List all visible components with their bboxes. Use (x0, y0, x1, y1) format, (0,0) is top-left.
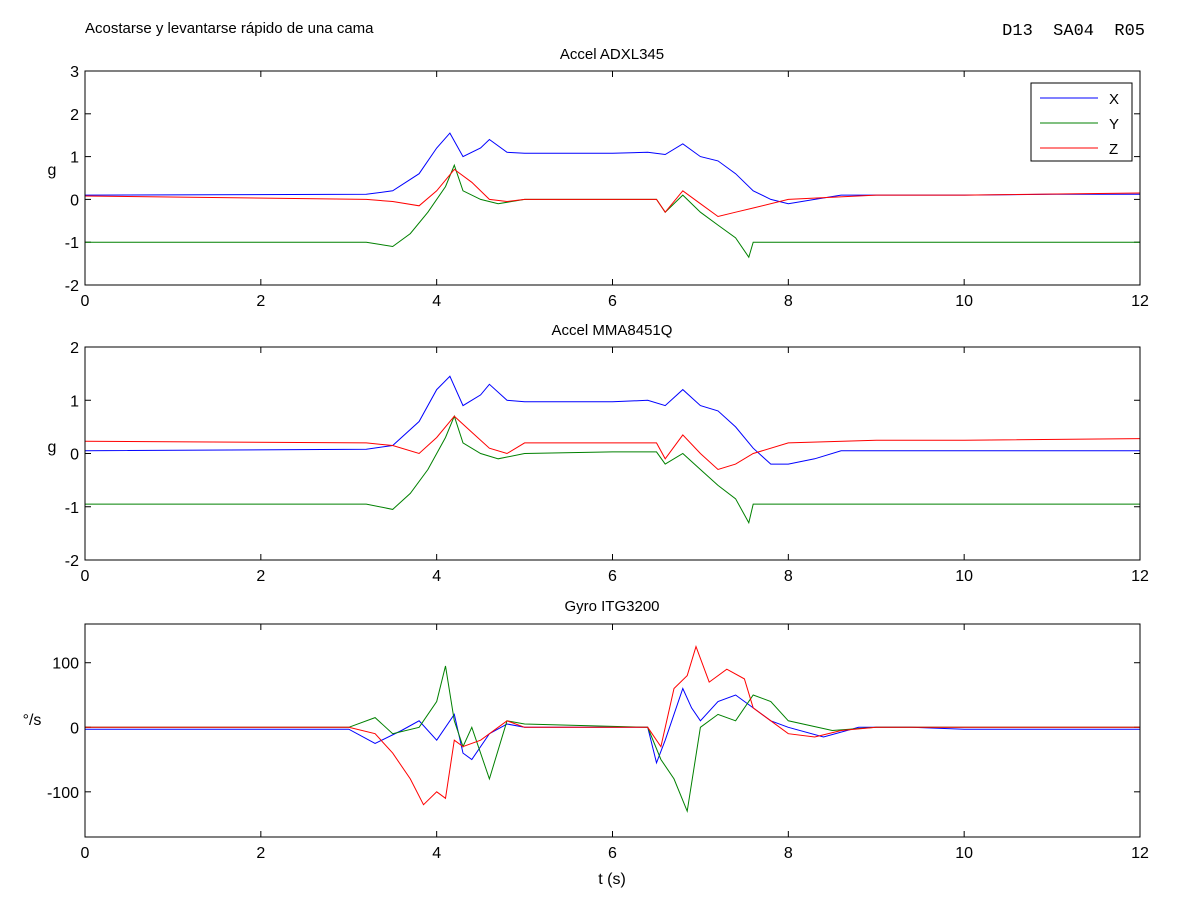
y-tick-label: 2 (70, 107, 79, 124)
y-tick-label: 100 (52, 656, 79, 673)
x-tick-label: 12 (1131, 293, 1149, 310)
x-tick-label: 8 (784, 568, 793, 585)
y-tick-label: -2 (65, 278, 79, 295)
x-tick-label: 6 (608, 845, 617, 862)
legend: X Y Z (1030, 82, 1133, 162)
y-tick-label: 2 (70, 340, 79, 357)
series-line-x (84, 375, 1140, 465)
y-axis-label: g (48, 439, 57, 456)
y-tick-label: -1 (65, 235, 79, 252)
x-tick-label: 6 (608, 293, 617, 310)
plot-frame (84, 623, 1141, 838)
y-tick-label: -100 (47, 785, 79, 802)
x-tick-label: 12 (1131, 845, 1149, 862)
x-tick-label: 12 (1131, 568, 1149, 585)
legend-label-x: X (1109, 91, 1119, 108)
y-tick-label: 1 (70, 150, 79, 167)
figure-title: Acostarse y levantarse rápido de una cam… (85, 20, 374, 37)
y-tick-label: -2 (65, 553, 79, 570)
series-line-y (85, 665, 1140, 814)
x-axis-label: t (s) (598, 871, 626, 888)
legend-label-z: Z (1109, 141, 1118, 158)
x-tick-label: 2 (256, 845, 265, 862)
subplot-title: Gyro ITG3200 (564, 598, 659, 615)
series-group (85, 645, 1140, 814)
y-tick-label: 3 (70, 64, 79, 81)
plot-frame (84, 70, 1141, 286)
series-line-z (84, 415, 1141, 471)
y-tick-label: 0 (70, 720, 79, 737)
y-tick-label: 0 (70, 192, 79, 209)
x-tick-label: 4 (432, 845, 441, 862)
subplot-title: Accel ADXL345 (560, 46, 664, 63)
series-line-y (85, 163, 1140, 259)
x-tick-label: 8 (784, 293, 793, 310)
legend-label-y: Y (1109, 116, 1119, 133)
x-tick-label: 4 (432, 568, 441, 585)
series-line-x (84, 132, 1140, 205)
x-tick-label: 10 (955, 568, 973, 585)
x-tick-label: 0 (81, 568, 90, 585)
x-tick-label: 2 (256, 293, 265, 310)
plot-frame (84, 346, 1141, 561)
x-tick-label: 2 (256, 568, 265, 585)
x-tick-label: 6 (608, 568, 617, 585)
x-tick-label: 4 (432, 293, 441, 310)
x-tick-label: 10 (955, 845, 973, 862)
series-group (84, 132, 1141, 259)
series-line-z (85, 645, 1140, 806)
tick-group: 0 2 4 6 8 10 12 -100 0 100 (47, 624, 1149, 862)
series-line-y (85, 414, 1140, 525)
y-tick-label: 0 (70, 447, 79, 464)
y-tick-label: -1 (65, 500, 79, 517)
figure-code: D13 SA04 R05 (1002, 22, 1145, 41)
y-tick-label: 1 (70, 393, 79, 410)
x-tick-label: 8 (784, 845, 793, 862)
x-tick-label: 0 (81, 293, 90, 310)
series-group (84, 375, 1141, 525)
subplot-itg3200: Gyro ITG3200 °/s t (s) 0 2 4 6 8 10 12 -100 0 100 (23, 598, 1149, 888)
x-tick-label: 10 (955, 293, 973, 310)
subplot-title: Accel MMA8451Q (552, 322, 673, 339)
series-line-z (84, 168, 1141, 218)
series-line-x (85, 687, 1140, 765)
y-axis-label: g (48, 162, 57, 179)
x-tick-label: 0 (81, 845, 90, 862)
y-axis-label: °/s (23, 712, 42, 729)
